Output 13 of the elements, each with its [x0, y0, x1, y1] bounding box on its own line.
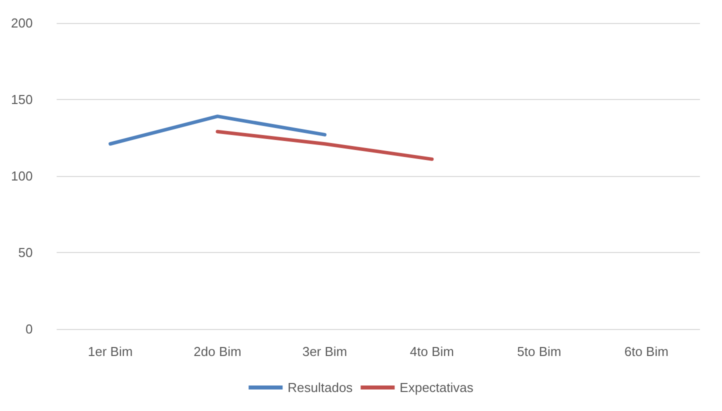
- y-tick-label: 100: [10, 168, 33, 184]
- x-tick-label: 3er Bim: [302, 344, 348, 359]
- legend-label: Expectativas: [400, 380, 474, 395]
- y-tick-label: 50: [18, 245, 33, 260]
- legend-label: Resultados: [288, 380, 354, 395]
- x-tick-label: 5to Bim: [517, 344, 562, 359]
- y-tick-label: 200: [10, 16, 33, 30]
- x-tick-label: 6to Bim: [624, 344, 668, 359]
- x-tick-label: 1er Bim: [88, 344, 133, 359]
- y-tick-label: 150: [10, 92, 33, 107]
- x-tick-label: 2do Bim: [194, 344, 242, 359]
- y-tick-label: 0: [25, 322, 33, 336]
- x-tick-label: 4to Bim: [410, 344, 454, 359]
